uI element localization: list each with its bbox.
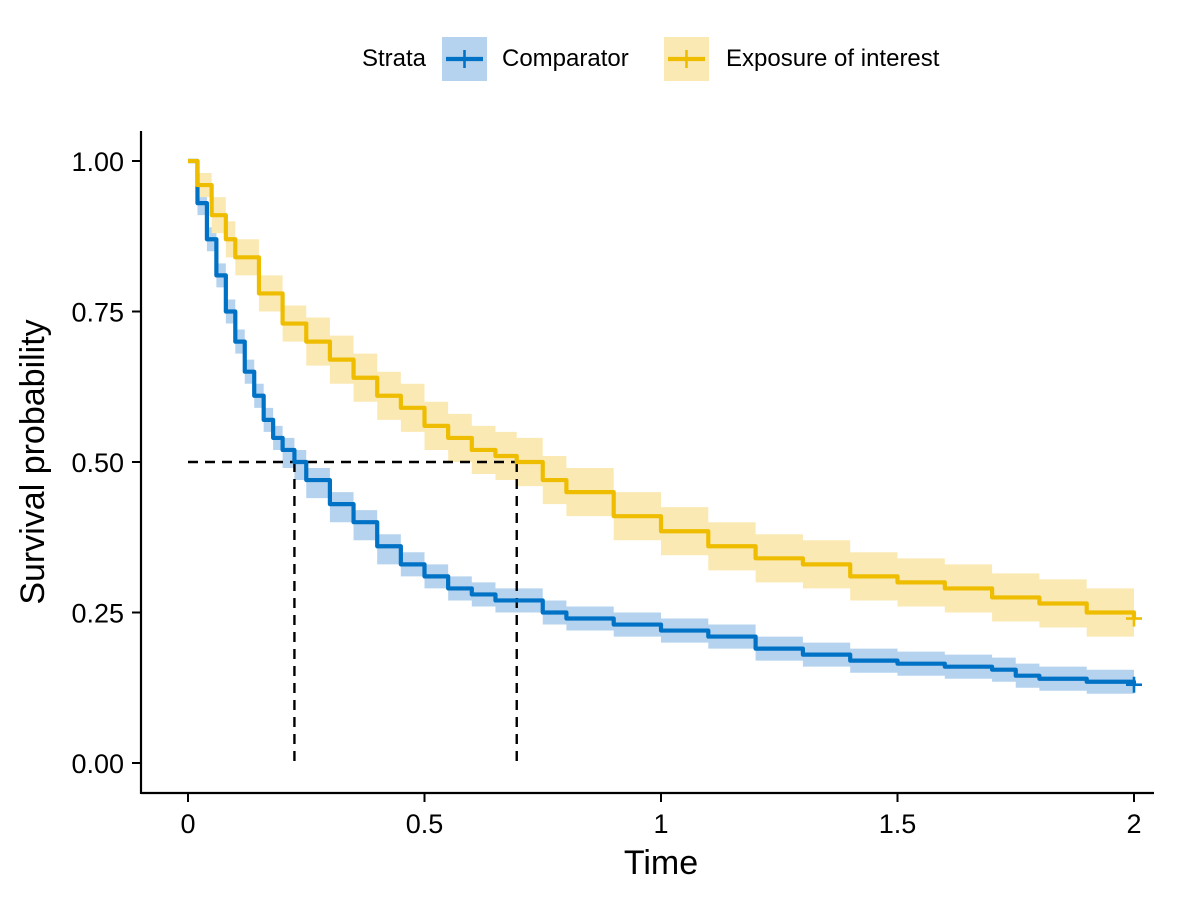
- x-tick-label: 0: [180, 809, 195, 839]
- legend-title: Strata: [362, 45, 427, 72]
- axes: 0 0.5 1 1.5 2 0.00 0.25 0.50 0.75 1.00: [71, 131, 1154, 839]
- confidence-band-2: [188, 161, 1134, 643]
- legend: Strata Comparator Exposure of interest: [362, 37, 940, 81]
- censor-mark-2-1: [1126, 610, 1142, 627]
- censor-mark-1-1: [1126, 676, 1142, 693]
- legend-label: Comparator: [502, 45, 629, 72]
- y-tick-label: 0.00: [71, 749, 124, 779]
- y-tick-label: 0.75: [71, 298, 124, 328]
- x-tick-label: 2: [1126, 809, 1141, 839]
- y-tick-label: 0.25: [71, 599, 124, 629]
- x-tick-label: 1: [653, 809, 668, 839]
- survival-curve-1: [188, 158, 1137, 685]
- legend-item-1: Comparator: [442, 37, 629, 81]
- x-axis-title: Time: [624, 844, 698, 882]
- legend-item-2: Exposure of interest: [664, 37, 940, 81]
- y-tick-label: 0.50: [71, 448, 124, 478]
- y-axis-title: Survival probability: [14, 319, 52, 604]
- x-tick-label: 1.5: [879, 809, 917, 839]
- plot-area: [188, 158, 1142, 763]
- survival-curve-2: [188, 158, 1137, 619]
- x-tick-label: 0.5: [406, 809, 444, 839]
- y-tick-label: 1.00: [71, 147, 124, 177]
- legend-label: Exposure of interest: [726, 45, 940, 72]
